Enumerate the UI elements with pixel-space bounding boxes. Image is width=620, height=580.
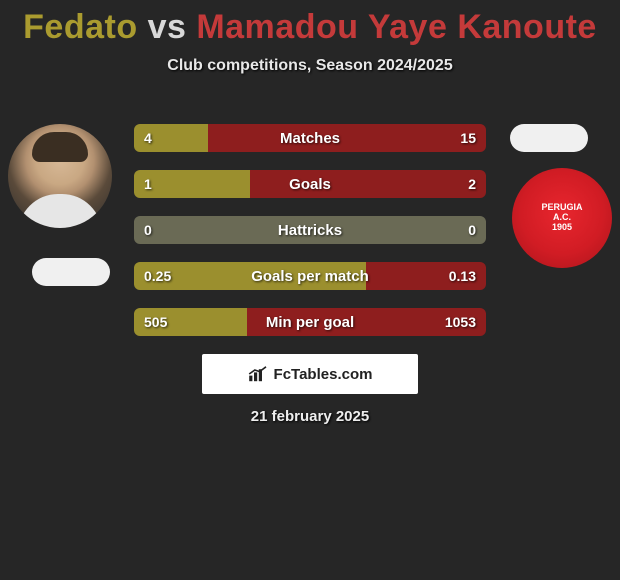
subtitle: Club competitions, Season 2024/2025: [0, 57, 620, 75]
player2-flag: [510, 124, 588, 152]
branding-text: FcTables.com: [274, 366, 373, 383]
stat-value-right: 2: [458, 170, 486, 198]
stat-row: Min per goal505 1053: [134, 308, 486, 336]
stat-value-right: 0: [458, 216, 486, 244]
branding-box: FcTables.com: [202, 354, 418, 394]
stat-value-left: 1: [134, 170, 162, 198]
date-text: 21 february 2025: [0, 408, 620, 425]
stats-bars: Matches4 15 Goals1 2 Hattricks0 0 Goals per ma…: [134, 124, 486, 354]
stat-label: Matches: [134, 124, 486, 152]
stat-value-left: 0.25: [134, 262, 181, 290]
stat-value-right: 0.13: [439, 262, 486, 290]
stat-value-left: 4: [134, 124, 162, 152]
title-player2: Mamadou Yaye Kanoute: [196, 8, 597, 46]
page-title: Fedato vs Mamadou Yaye Kanoute: [0, 0, 620, 47]
title-vs: vs: [148, 8, 197, 46]
stat-value-right: 1053: [435, 308, 486, 336]
stat-label: Goals: [134, 170, 486, 198]
stat-value-right: 15: [450, 124, 486, 152]
stat-row: Matches4 15: [134, 124, 486, 152]
title-player1: Fedato: [23, 8, 137, 46]
stat-label: Goals per match: [134, 262, 486, 290]
stat-value-left: 0: [134, 216, 162, 244]
player2-club-badge: PERUGIA A.C. 1905: [512, 168, 612, 268]
stat-label: Hattricks: [134, 216, 486, 244]
badge-text: PERUGIA A.C. 1905: [541, 203, 582, 233]
badge-line3: 1905: [541, 223, 582, 233]
stat-row: Goals1 2: [134, 170, 486, 198]
stat-value-left: 505: [134, 308, 177, 336]
player1-flag: [32, 258, 110, 286]
player1-avatar: [8, 124, 112, 228]
chart-icon: [248, 366, 268, 382]
stat-label: Min per goal: [134, 308, 486, 336]
stat-row: Hattricks0 0: [134, 216, 486, 244]
stat-row: Goals per match0.25 0.13: [134, 262, 486, 290]
